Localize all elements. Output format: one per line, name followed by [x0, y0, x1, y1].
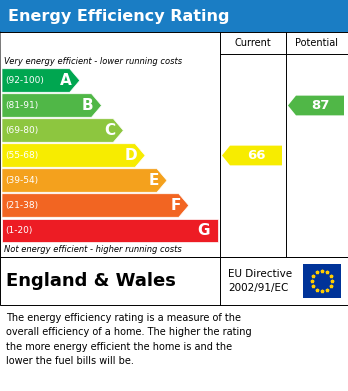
Text: C: C: [104, 123, 115, 138]
Text: (1-20): (1-20): [5, 226, 32, 235]
Text: Current: Current: [235, 38, 271, 48]
Text: A: A: [60, 73, 72, 88]
Text: The energy efficiency rating is a measure of the
overall efficiency of a home. T: The energy efficiency rating is a measur…: [6, 313, 252, 366]
Text: (21-38): (21-38): [5, 201, 38, 210]
Polygon shape: [2, 94, 102, 117]
Text: 87: 87: [311, 99, 329, 112]
Text: (55-68): (55-68): [5, 151, 38, 160]
Text: Not energy efficient - higher running costs: Not energy efficient - higher running co…: [4, 246, 182, 255]
Bar: [0, 257, 348, 305]
Text: 66: 66: [247, 149, 265, 162]
Bar: [303, 264, 341, 298]
Text: (92-100): (92-100): [5, 76, 44, 85]
Bar: [0, 0, 348, 32]
Polygon shape: [288, 96, 344, 115]
Text: F: F: [171, 198, 181, 213]
Text: (69-80): (69-80): [5, 126, 38, 135]
Text: England & Wales: England & Wales: [6, 272, 176, 290]
Polygon shape: [222, 145, 282, 165]
Polygon shape: [2, 69, 80, 92]
Polygon shape: [2, 169, 167, 192]
Text: Potential: Potential: [295, 38, 339, 48]
Polygon shape: [2, 219, 218, 242]
Text: G: G: [198, 223, 210, 238]
Polygon shape: [2, 119, 123, 142]
Polygon shape: [2, 194, 189, 217]
Text: Very energy efficient - lower running costs: Very energy efficient - lower running co…: [4, 57, 182, 66]
Polygon shape: [2, 144, 145, 167]
Text: (39-54): (39-54): [5, 176, 38, 185]
Text: B: B: [82, 98, 94, 113]
Text: (81-91): (81-91): [5, 101, 38, 110]
Text: EU Directive
2002/91/EC: EU Directive 2002/91/EC: [228, 269, 292, 293]
Text: E: E: [149, 173, 159, 188]
Text: D: D: [125, 148, 137, 163]
Text: Energy Efficiency Rating: Energy Efficiency Rating: [8, 9, 229, 23]
